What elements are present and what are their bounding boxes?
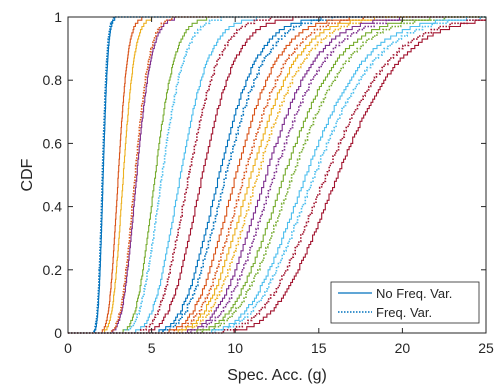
y-tick-label: 0.6	[43, 135, 63, 151]
cdf-curve-23-dotted	[68, 16, 486, 334]
legend: No Freq. Var. Freq. Var.	[330, 281, 480, 324]
cdf-curve-6-dotted	[68, 16, 486, 334]
x-axis-label: Spec. Acc. (g)	[227, 367, 327, 384]
x-tick-label: 25	[478, 340, 494, 356]
cdf-curve-20-solid	[68, 16, 486, 334]
legend-label-no-freq-var: No Freq. Var.	[376, 286, 452, 301]
y-tick-label: 0.4	[43, 199, 63, 215]
x-tick-label: 0	[64, 340, 72, 356]
cdf-curve-22-solid	[68, 16, 486, 334]
x-tick-label: 5	[148, 340, 156, 356]
cdf-curve-15-dotted	[68, 16, 486, 334]
cdf-curve-24-dotted	[68, 19, 486, 334]
x-axis-ticks: 0 5 10 15 20 25	[64, 17, 494, 356]
y-tick-label: 0.2	[43, 262, 63, 278]
y-tick-label: 0.8	[43, 72, 63, 88]
y-axis-label: CDF	[19, 158, 36, 191]
x-tick-label: 10	[227, 340, 243, 356]
legend-box	[330, 281, 480, 324]
cdf-curve-25-solid	[68, 19, 486, 334]
x-tick-label: 15	[311, 340, 327, 356]
cdf-curve-13-dotted	[68, 16, 486, 334]
legend-label-freq-var: Freq. Var.	[376, 305, 432, 320]
cdf-curve-2-dotted	[68, 16, 486, 334]
axes-box	[67, 16, 487, 334]
y-tick-label: 0	[54, 325, 62, 341]
y-axis-ticks: 0 0.2 0.4 0.6 0.8 1	[43, 9, 486, 341]
x-tick-label: 20	[395, 340, 411, 356]
y-tick-label: 1	[54, 9, 62, 25]
cdf-curve-21-dotted	[68, 16, 486, 334]
